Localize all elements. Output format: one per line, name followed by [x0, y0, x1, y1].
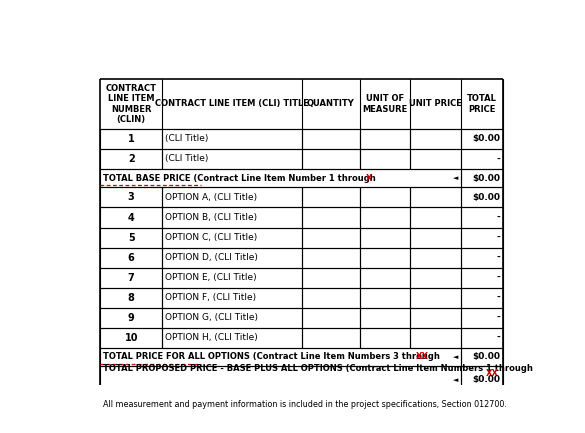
Text: 7: 7: [128, 272, 135, 283]
Text: -: -: [497, 313, 500, 322]
Text: 3: 3: [128, 193, 135, 203]
Text: TOTAL BASE PRICE (Contract Line Item Number 1 through: TOTAL BASE PRICE (Contract Line Item Num…: [102, 174, 378, 183]
Text: CONTRACT
LINE ITEM
NUMBER
(CLIN): CONTRACT LINE ITEM NUMBER (CLIN): [106, 84, 157, 124]
Text: OPTION E, (CLI Title): OPTION E, (CLI Title): [166, 273, 257, 282]
Text: OPTION B, (CLI Title): OPTION B, (CLI Title): [166, 213, 257, 222]
Text: 6: 6: [128, 252, 135, 262]
Text: $0.00: $0.00: [472, 352, 500, 362]
Text: $0.00: $0.00: [472, 174, 500, 183]
Text: -: -: [497, 253, 500, 262]
Text: TOTAL PROPOSED PRICE - BASE PLUS ALL OPTIONS (Contract Line Item Numbers 1 throu: TOTAL PROPOSED PRICE - BASE PLUS ALL OPT…: [102, 364, 532, 384]
Text: -: -: [497, 213, 500, 222]
Text: -: -: [497, 273, 500, 282]
Text: CONTRACT LINE ITEM (CLI) TITLE: CONTRACT LINE ITEM (CLI) TITLE: [155, 100, 309, 108]
Text: -: -: [497, 155, 500, 164]
Text: ◄: ◄: [453, 175, 458, 181]
Text: UNIT PRICE: UNIT PRICE: [409, 100, 462, 108]
Text: $0.00: $0.00: [472, 375, 500, 385]
Text: TOTAL
PRICE: TOTAL PRICE: [467, 94, 497, 113]
Text: (CLI Title): (CLI Title): [166, 135, 209, 143]
Text: (CLI Title): (CLI Title): [166, 155, 209, 164]
Text: 4: 4: [128, 213, 135, 223]
Text: -: -: [497, 293, 500, 302]
Text: OPTION F, (CLI Title): OPTION F, (CLI Title): [166, 293, 256, 302]
Text: TOTAL PRICE FOR ALL OPTIONS (Contract Line Item Numbers 3 through: TOTAL PRICE FOR ALL OPTIONS (Contract Li…: [102, 352, 442, 362]
Text: 5: 5: [128, 233, 135, 242]
Text: OPTION G, (CLI Title): OPTION G, (CLI Title): [166, 313, 259, 322]
Text: OPTION A, (CLI Title): OPTION A, (CLI Title): [166, 193, 257, 202]
Text: -: -: [497, 233, 500, 242]
Text: UNIT OF
MEASURE: UNIT OF MEASURE: [363, 94, 408, 113]
Text: OPTION D, (CLI Title): OPTION D, (CLI Title): [166, 253, 258, 262]
Text: X: X: [366, 174, 373, 183]
Text: XX: XX: [486, 369, 499, 378]
Text: 2: 2: [128, 154, 135, 164]
Text: All measurement and payment information is included in the project specification: All measurement and payment information …: [104, 400, 507, 409]
Text: 10: 10: [125, 333, 138, 343]
Text: ◄: ◄: [453, 377, 458, 383]
Text: -: -: [497, 333, 500, 342]
Text: 9: 9: [128, 313, 135, 323]
Text: 8: 8: [128, 293, 135, 303]
Text: XX: XX: [416, 352, 429, 362]
Text: QUANTITY: QUANTITY: [307, 100, 355, 108]
Text: OPTION C, (CLI Title): OPTION C, (CLI Title): [166, 233, 257, 242]
Text: OPTION H, (CLI Title): OPTION H, (CLI Title): [166, 333, 258, 342]
Text: $0.00: $0.00: [472, 135, 500, 143]
Text: ◄: ◄: [453, 354, 458, 360]
Text: $0.00: $0.00: [472, 193, 500, 202]
Text: 1: 1: [128, 134, 135, 144]
